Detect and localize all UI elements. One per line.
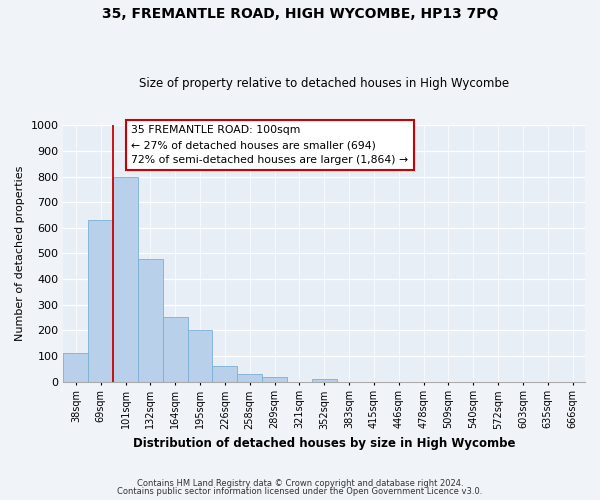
Text: Contains public sector information licensed under the Open Government Licence v3: Contains public sector information licen… <box>118 487 482 496</box>
Text: 35, FREMANTLE ROAD, HIGH WYCOMBE, HP13 7PQ: 35, FREMANTLE ROAD, HIGH WYCOMBE, HP13 7… <box>102 8 498 22</box>
Bar <box>312 379 337 382</box>
Bar <box>163 318 188 382</box>
Text: 35 FREMANTLE ROAD: 100sqm
← 27% of detached houses are smaller (694)
72% of semi: 35 FREMANTLE ROAD: 100sqm ← 27% of detac… <box>131 126 409 165</box>
Bar <box>64 354 88 382</box>
Bar <box>237 374 262 382</box>
Text: Contains HM Land Registry data © Crown copyright and database right 2024.: Contains HM Land Registry data © Crown c… <box>137 478 463 488</box>
X-axis label: Distribution of detached houses by size in High Wycombe: Distribution of detached houses by size … <box>133 437 515 450</box>
Bar <box>262 377 287 382</box>
Bar <box>88 220 113 382</box>
Bar <box>188 330 212 382</box>
Y-axis label: Number of detached properties: Number of detached properties <box>15 166 25 341</box>
Bar <box>212 366 237 382</box>
Bar <box>113 176 138 382</box>
Title: Size of property relative to detached houses in High Wycombe: Size of property relative to detached ho… <box>139 76 509 90</box>
Bar <box>138 258 163 382</box>
